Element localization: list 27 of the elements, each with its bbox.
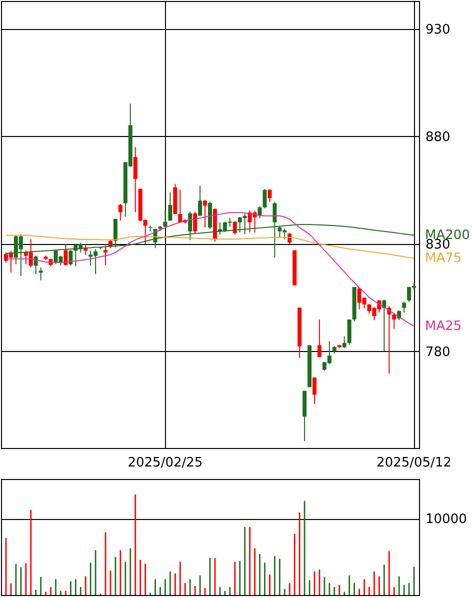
candlestick bbox=[193, 211, 198, 234]
candlestick bbox=[163, 210, 168, 228]
candlestick bbox=[133, 146, 138, 213]
candlestick bbox=[312, 377, 316, 404]
candlestick bbox=[118, 203, 122, 222]
y-tick-label: 930 bbox=[426, 22, 450, 38]
candlestick bbox=[168, 192, 172, 222]
x-tick-label: 2025/05/12 bbox=[376, 456, 452, 470]
candlestick bbox=[64, 244, 68, 266]
series-label: MA75 bbox=[425, 251, 462, 266]
candlestick bbox=[342, 336, 346, 349]
candlestick bbox=[104, 245, 108, 266]
x-tick-label: 2025/02/25 bbox=[128, 456, 203, 470]
y-tick-label: 880 bbox=[426, 130, 450, 145]
candlestick bbox=[198, 185, 202, 216]
candlestick bbox=[347, 318, 352, 346]
series-label: MA25 bbox=[425, 319, 462, 334]
candlestick bbox=[34, 255, 38, 275]
y-tick-label: 10000 bbox=[426, 512, 467, 528]
candlestick bbox=[317, 318, 322, 358]
candlestick bbox=[203, 199, 208, 228]
candlestick bbox=[262, 188, 267, 209]
candlestick bbox=[402, 301, 406, 314]
y-tick-label: 780 bbox=[426, 344, 450, 360]
candlestick bbox=[268, 188, 272, 202]
candlestick bbox=[392, 313, 396, 330]
candlestick bbox=[38, 266, 43, 281]
